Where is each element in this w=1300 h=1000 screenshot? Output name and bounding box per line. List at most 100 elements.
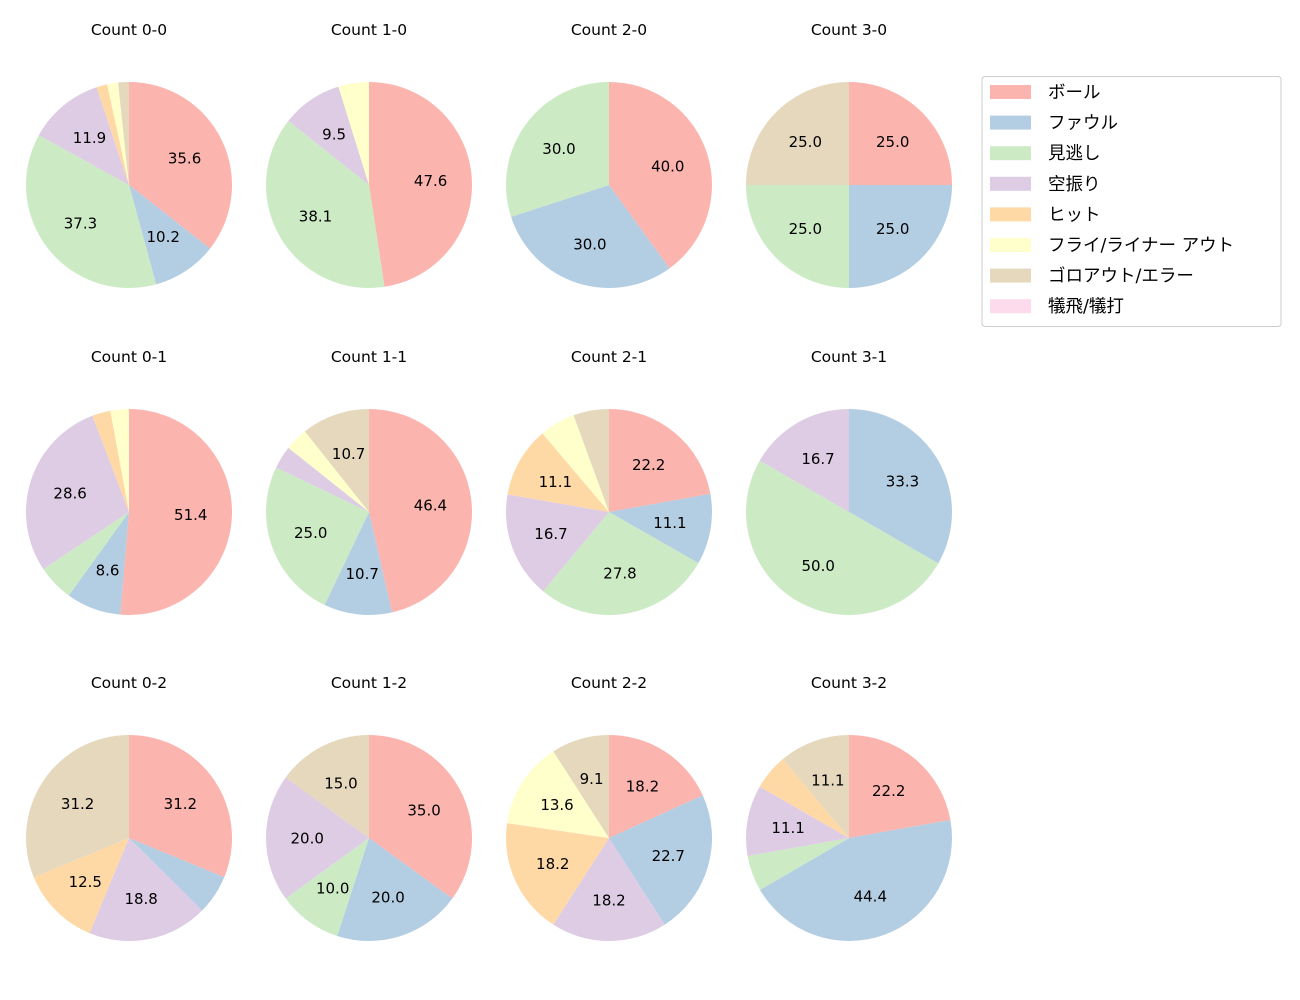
slice-label: 22.2	[872, 782, 905, 800]
pie-slice	[543, 512, 699, 615]
pie-title: Count 3-2	[811, 674, 887, 692]
pie-slice	[609, 795, 712, 925]
pie-slice	[266, 467, 369, 605]
legend-label: ボール	[1048, 83, 1101, 103]
legend-swatch	[990, 299, 1031, 314]
slice-label: 13.6	[540, 796, 573, 814]
pie-slice	[747, 838, 849, 890]
pie-slice	[553, 735, 609, 838]
pie-slice	[107, 82, 129, 185]
slice-label: 40.0	[651, 157, 684, 175]
pie-title: Count 0-2	[91, 674, 167, 692]
slice-label: 11.1	[811, 771, 844, 789]
legend-label: 空振り	[1048, 175, 1101, 195]
slice-label: 16.7	[534, 525, 567, 543]
pie-count-2-2: Count 2-2 18.2 22.7 18.2 18.2 13.6 9.1	[506, 674, 712, 942]
pie-slice	[266, 777, 369, 899]
pie-title: Count 3-0	[811, 21, 887, 39]
pie-slice	[746, 786, 849, 857]
pie-title: Count 0-1	[91, 348, 167, 366]
legend-label: ファウル	[1048, 114, 1118, 134]
pie-slice	[609, 82, 713, 269]
pie-slice	[759, 759, 849, 838]
pie-slice	[129, 735, 232, 878]
slice-label: 12.5	[69, 873, 102, 891]
slice-label: 22.2	[632, 456, 665, 474]
slice-label: 25.0	[294, 524, 327, 542]
slice-label: 25.0	[789, 220, 822, 238]
slice-label: 35.6	[168, 149, 201, 167]
pie-slice	[746, 82, 849, 185]
legend-label: ヒット	[1048, 205, 1101, 225]
slice-label: 10.2	[147, 228, 180, 246]
pie-slice	[745, 460, 939, 616]
slice-label: 18.2	[626, 778, 659, 796]
pie-slice	[609, 493, 712, 564]
pie-slice	[369, 409, 473, 613]
slice-label: 11.1	[539, 473, 572, 491]
pie-title: Count 1-0	[331, 21, 407, 39]
pie-slice	[304, 409, 369, 512]
pie-count-1-1: Count 1-1 46.4 10.7 25.0 10.7	[266, 348, 473, 615]
slice-label: 47.6	[414, 172, 447, 190]
pie-slice	[338, 82, 369, 185]
slice-label: 28.6	[53, 485, 86, 503]
slice-label: 10.0	[316, 879, 349, 897]
legend-box	[981, 76, 1282, 327]
pie-slice	[129, 82, 232, 249]
pie-slice	[288, 431, 369, 512]
legend-swatch	[990, 115, 1031, 130]
pie-slice	[507, 433, 609, 512]
slice-label: 51.4	[174, 506, 207, 524]
slice-label: 50.0	[802, 557, 835, 575]
pie-slice	[110, 409, 129, 512]
slice-label: 46.4	[414, 497, 447, 515]
pie-slice	[324, 512, 393, 615]
pie-slice	[285, 838, 369, 936]
pie-slice	[285, 735, 369, 838]
pie-slice	[849, 185, 952, 288]
pie-slice	[129, 838, 225, 911]
pie-title: Count 1-2	[331, 674, 407, 692]
legend-swatch	[990, 176, 1031, 191]
pie-count-2-1: Count 2-1 22.2 11.1 27.8 16.7 11.1	[506, 348, 712, 615]
slice-label: 27.8	[603, 564, 636, 582]
pie-slice	[276, 447, 369, 512]
pie-slice	[746, 185, 849, 288]
slice-label: 16.7	[801, 450, 834, 468]
legend-swatch	[990, 85, 1031, 99]
pie-count-1-2: Count 1-2 35.0 20.0 10.0 20.0 15.0	[266, 674, 472, 941]
pie-count-3-2: Count 3-2 22.2 44.4 11.1 11.1	[746, 674, 953, 942]
pie-slice	[573, 409, 609, 512]
slice-label: 37.3	[64, 215, 97, 233]
pie-slice	[511, 185, 670, 288]
pie-slice	[68, 512, 129, 615]
legend-label: 見逃し	[1048, 144, 1101, 164]
pie-slice	[337, 838, 453, 941]
pie-count-3-1: Count 3-1 33.3 50.0 16.7	[745, 348, 953, 616]
pie-slice	[542, 415, 609, 512]
slice-label: 31.2	[164, 795, 197, 813]
pie-slice	[760, 819, 953, 942]
pie-slice	[33, 838, 129, 934]
legend-swatch	[990, 268, 1031, 283]
pie-title: Count 2-0	[571, 21, 647, 39]
pie-slice	[506, 823, 609, 925]
slice-label: 11.1	[771, 819, 804, 837]
pie-count-2-0: Count 2-0 40.0 30.0 30.0	[506, 21, 713, 288]
pie-count-3-0: Count 3-0 25.0 25.0 25.0 25.0	[746, 21, 952, 288]
pie-slice	[506, 82, 609, 217]
pie-slice	[25, 415, 129, 570]
pie-slice	[120, 409, 233, 616]
pie-title: Count 0-0	[91, 21, 167, 39]
pie-slice	[849, 82, 952, 185]
slice-label: 33.3	[886, 473, 919, 491]
pie-slice	[507, 751, 609, 838]
slice-label: 18.8	[124, 890, 157, 908]
slice-label: 11.9	[73, 129, 106, 147]
slice-label: 9.5	[322, 125, 346, 143]
slice-label: 31.2	[61, 795, 94, 813]
pie-title: Count 3-1	[811, 348, 887, 366]
slice-label: 10.7	[332, 445, 365, 463]
